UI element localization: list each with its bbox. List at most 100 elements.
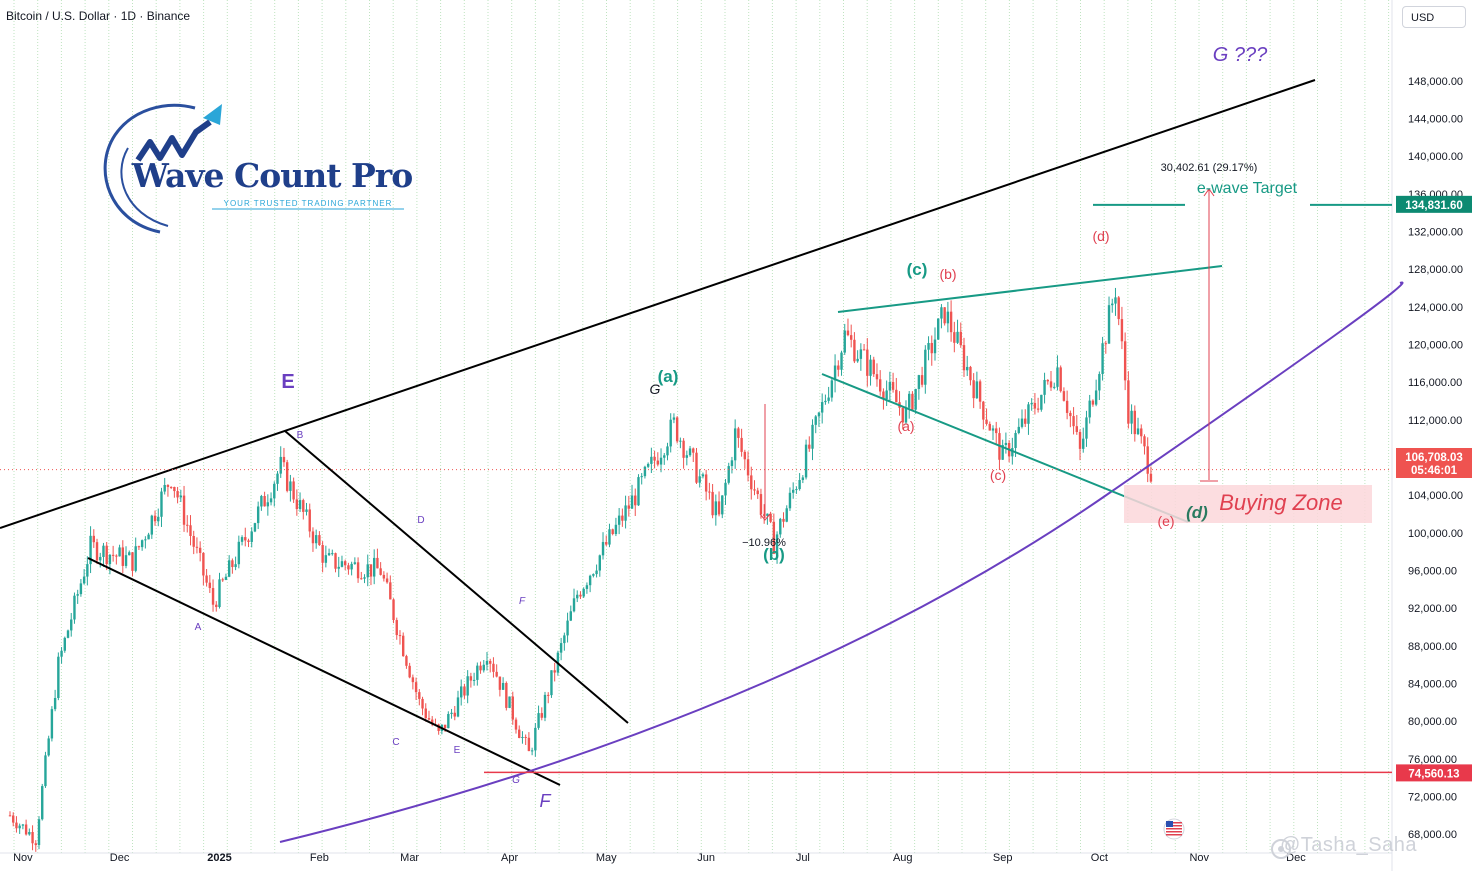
measure-arrow	[1203, 188, 1215, 197]
candle-body	[585, 585, 589, 589]
candle-body	[885, 390, 888, 400]
y-tick-label: 104,000.00	[1408, 490, 1463, 502]
candle-body	[969, 366, 972, 381]
candle-body	[285, 462, 289, 491]
x-tick-label: Dec	[1286, 852, 1306, 864]
candle-body	[282, 456, 286, 463]
candle-body	[292, 481, 295, 500]
candle-body	[202, 552, 205, 576]
candle-body	[305, 509, 308, 512]
candle-body	[659, 457, 663, 465]
flag-stripe	[1166, 825, 1182, 827]
candle-body	[530, 750, 534, 752]
candle-body	[891, 382, 895, 390]
candle-body	[972, 380, 975, 399]
candle-body	[421, 698, 424, 709]
candle-body	[550, 670, 553, 696]
candle-body	[1136, 428, 1140, 435]
candle-body	[157, 516, 160, 522]
candle-body	[750, 475, 753, 490]
currency-selector[interactable]: USD	[1402, 6, 1466, 28]
candle-body	[489, 661, 492, 664]
candle-body	[466, 676, 469, 696]
drop-label: −10.96%	[742, 537, 786, 549]
x-tick-label: Sep	[993, 852, 1013, 864]
candle-body	[1120, 319, 1124, 342]
candle-body	[456, 697, 460, 717]
wave-F-label: F	[540, 791, 552, 811]
candle-body	[817, 412, 821, 417]
candle-body	[192, 536, 195, 547]
candle-body	[385, 578, 389, 583]
flag-canton	[1166, 821, 1173, 827]
candle-body	[640, 476, 643, 478]
candle-body	[240, 537, 244, 542]
candle-body	[801, 477, 805, 480]
candle-body	[176, 491, 179, 498]
vertical-grid	[13, 0, 1390, 853]
candle-body	[476, 665, 479, 680]
candle-body	[988, 423, 991, 431]
candle-body	[798, 479, 801, 490]
candle-body	[1059, 367, 1062, 392]
y-tick-label: 112,000.00	[1408, 415, 1462, 427]
candle-body	[256, 506, 260, 524]
candle-body	[669, 419, 672, 447]
candle-body	[1094, 390, 1098, 405]
candle-body	[1085, 417, 1088, 439]
candle-body	[524, 736, 527, 738]
candle-body	[779, 518, 782, 535]
candle-body	[917, 375, 921, 389]
candle-body	[772, 521, 776, 554]
candle-body	[759, 494, 763, 515]
candle-body	[711, 491, 714, 516]
upper-channel-line	[0, 79, 1316, 529]
candle-body	[608, 529, 611, 545]
candle-body	[717, 501, 721, 515]
candle-body	[833, 365, 837, 381]
candle-body	[1027, 404, 1030, 424]
candle-body	[460, 686, 463, 698]
candle-body	[727, 466, 730, 483]
candle-body	[53, 698, 57, 710]
candle-body	[849, 335, 853, 340]
candle-body	[730, 460, 734, 467]
x-tick-label: Nov	[1189, 852, 1209, 864]
candle-body	[701, 474, 705, 477]
candle-body	[582, 588, 585, 597]
candle-body	[73, 595, 76, 620]
symbol-title: Bitcoin / U.S. Dollar · 1D · Binance	[6, 9, 191, 23]
candle-body	[666, 446, 669, 456]
candle-body	[663, 455, 666, 458]
candle-body	[563, 635, 566, 644]
candle-body	[1011, 447, 1014, 457]
candle-body	[746, 459, 750, 476]
candle-body	[566, 620, 569, 636]
candle-body	[927, 342, 930, 350]
candle-body	[263, 496, 266, 507]
candle-body	[795, 489, 798, 491]
candle-body	[840, 352, 843, 370]
candle-body	[762, 514, 766, 516]
candle-body	[704, 474, 708, 492]
y-tick-label: 132,000.00	[1408, 227, 1463, 239]
candle-body	[92, 535, 95, 543]
flag-stripe	[1166, 828, 1182, 830]
candle-body	[866, 349, 869, 376]
candle-body	[843, 330, 846, 353]
candle-body	[908, 393, 911, 408]
candle-body	[269, 498, 273, 503]
candle-body	[221, 579, 224, 581]
candle-body	[737, 428, 740, 438]
candle-body	[856, 358, 859, 362]
candle-body	[298, 500, 302, 510]
candle-body	[363, 577, 366, 579]
candle-body	[21, 824, 25, 826]
candle-body	[904, 407, 908, 423]
candle-body	[643, 466, 647, 477]
flag-stripe	[1166, 834, 1182, 836]
candle-body	[743, 451, 747, 460]
candle-body	[482, 664, 485, 671]
candle-body	[70, 619, 73, 631]
